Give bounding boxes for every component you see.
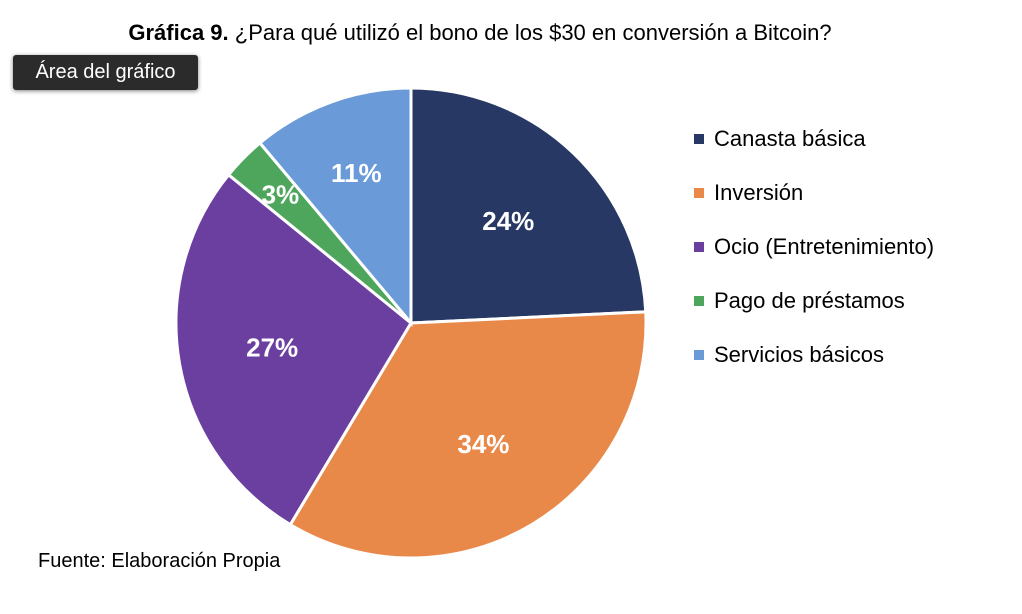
legend-label: Pago de préstamos bbox=[714, 288, 905, 313]
chart-title: Gráfica 9. ¿Para qué utilizó el bono de … bbox=[60, 18, 900, 48]
legend-swatch bbox=[694, 350, 704, 360]
pie-slice-4[interactable] bbox=[257, 86, 413, 328]
legend-swatch bbox=[694, 134, 704, 144]
pie-slice-2[interactable] bbox=[174, 172, 413, 527]
pie-slice-0[interactable] bbox=[409, 86, 648, 325]
legend-label: Canasta básica bbox=[714, 126, 866, 151]
legend-label: Ocio (Entretenimiento) bbox=[714, 234, 935, 259]
chart-title-text: ¿Para qué utilizó el bono de los $30 en … bbox=[234, 20, 832, 45]
chart-area-tooltip: Área del gráfico bbox=[13, 55, 198, 90]
legend-swatch bbox=[694, 242, 704, 252]
source-note: Fuente: Elaboración Propia bbox=[38, 550, 281, 572]
legend-label: Inversión bbox=[714, 180, 804, 205]
data-label-4: 11% bbox=[331, 158, 382, 188]
legend-item-inversion[interactable]: Inversión bbox=[694, 166, 934, 220]
legend-item-canasta[interactable]: Canasta básica bbox=[694, 112, 934, 166]
chart-title-prefix: Gráfica 9. bbox=[128, 20, 229, 45]
legend-item-ocio[interactable]: Ocio (Entretenimiento) bbox=[694, 220, 934, 274]
legend-label: Servicios básicos bbox=[714, 342, 884, 367]
legend[interactable]: Canasta básica Inversión Ocio (Entreteni… bbox=[694, 112, 934, 382]
legend-swatch bbox=[694, 188, 704, 198]
data-label-3: 3% bbox=[262, 179, 300, 209]
data-label-1: 34% bbox=[457, 429, 509, 459]
legend-swatch bbox=[694, 296, 704, 306]
legend-item-servicios[interactable]: Servicios básicos bbox=[694, 328, 934, 382]
data-label-2: 27% bbox=[246, 332, 298, 362]
data-label-0: 24% bbox=[482, 206, 534, 236]
legend-item-pago[interactable]: Pago de préstamos bbox=[694, 274, 934, 328]
pie-slice-1[interactable] bbox=[288, 310, 648, 560]
